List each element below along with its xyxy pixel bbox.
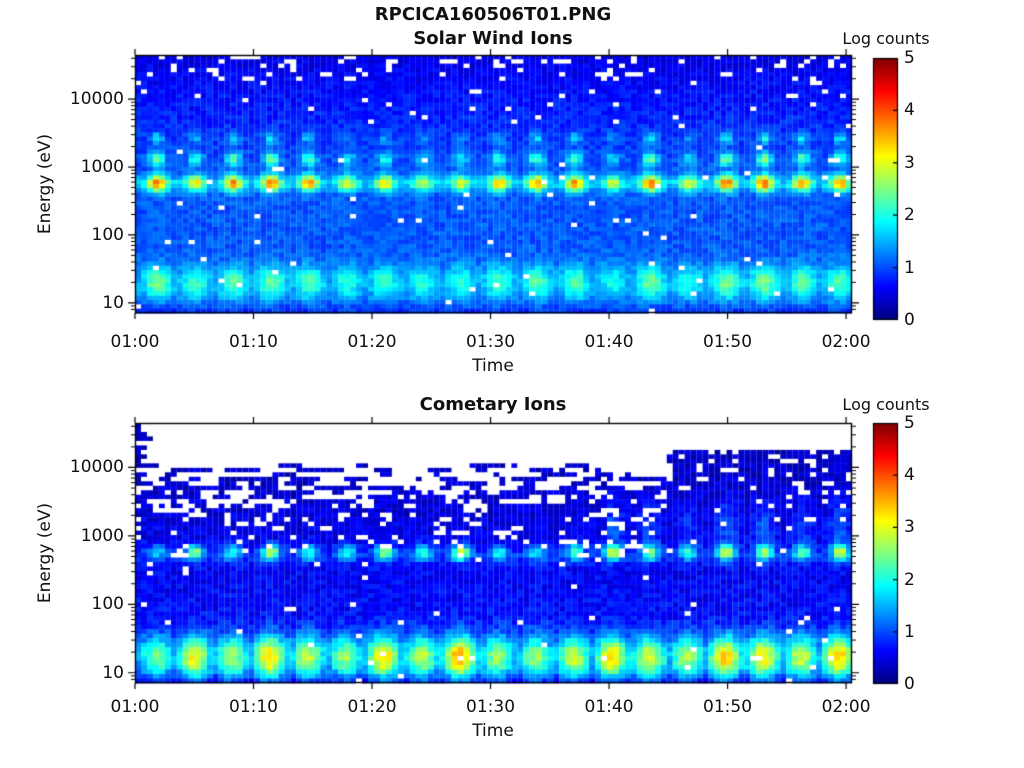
- colorbar-canvas-bottom: [871, 421, 900, 686]
- x-axis-label-top: Time: [472, 356, 514, 376]
- cometary-spectrogram-canvas: [123, 411, 864, 695]
- colorbar-tick-label: 0: [904, 674, 915, 694]
- colorbar-tick-label: 2: [904, 205, 915, 226]
- x-tick-label: 02:00: [821, 697, 871, 717]
- x-tick-label: 01:40: [584, 332, 634, 352]
- x-axis-label-bottom: Time: [472, 721, 514, 741]
- x-tick-label: 01:00: [110, 332, 160, 352]
- colorbar-tick-label: 1: [904, 621, 915, 642]
- colorbar-tick-label: 5: [904, 48, 915, 68]
- x-tick-label: 01:50: [703, 332, 753, 352]
- x-tick-label: 01:50: [703, 697, 753, 717]
- colorbar-tick-label: 1: [904, 257, 915, 278]
- figure-title: RPCICA160506T01.PNG: [374, 4, 612, 25]
- y-axis-label-top: Energy (eV): [35, 133, 55, 235]
- panel-title-cometary: Cometary Ions: [419, 394, 567, 415]
- colorbar-title-bottom: Log counts: [842, 395, 930, 414]
- x-tick-label: 01:10: [229, 332, 278, 352]
- y-tick-label: 1000: [80, 157, 124, 178]
- colorbar-tick-label: 4: [904, 465, 915, 486]
- x-tick-label: 01:40: [584, 697, 634, 717]
- y-tick-label: 10000: [69, 89, 124, 110]
- x-tick-label: 01:30: [466, 697, 516, 717]
- y-tick-label: 10: [102, 662, 124, 683]
- y-axis-label-bottom: Energy (eV): [35, 502, 55, 604]
- x-tick-label: 01:00: [110, 697, 160, 717]
- x-tick-label: 01:20: [347, 697, 397, 717]
- y-tick-label: 100: [91, 594, 124, 615]
- colorbar-tick-label: 3: [904, 152, 915, 173]
- colorbar-tick-label: 2: [904, 569, 915, 590]
- y-tick-label: 1000: [80, 525, 124, 546]
- colorbar-title-top: Log counts: [842, 29, 930, 48]
- colorbar-tick-label: 4: [904, 100, 915, 121]
- colorbar-tick-label: 0: [904, 310, 915, 330]
- x-tick-label: 01:20: [347, 332, 397, 352]
- colorbar-tick-label: 3: [904, 517, 915, 538]
- y-tick-label: 10000: [69, 457, 124, 478]
- colorbar-tick-label: 5: [904, 413, 915, 433]
- x-tick-label: 02:00: [821, 332, 871, 352]
- solar-wind-spectrogram-canvas: [123, 43, 864, 325]
- y-tick-label: 100: [91, 224, 124, 245]
- x-tick-label: 01:30: [466, 332, 516, 352]
- colorbar-canvas-top: [871, 56, 900, 322]
- x-tick-label: 01:10: [229, 697, 278, 717]
- y-tick-label: 10: [102, 292, 124, 313]
